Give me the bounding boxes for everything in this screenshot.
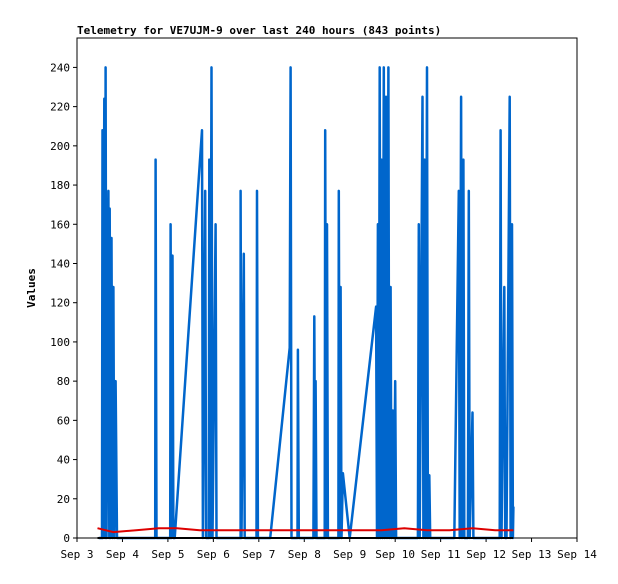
y-tick-label: 220 [50,101,70,114]
series-blue-line [98,66,515,540]
x-tick-label: Sep 13 [512,548,552,561]
x-tick-label: Sep 9 [333,548,366,561]
y-tick-label: 140 [50,257,70,270]
y-axis-ticks: 0 20 40 60 80 100 120 140 160 180 200 220 240 [50,61,77,545]
x-tick-label: Sep 3 [60,548,93,561]
x-tick-label: Sep 12 [466,548,506,561]
y-tick-label: 200 [50,140,70,153]
x-tick-label: Sep 10 [375,548,415,561]
y-tick-label: 0 [63,532,70,545]
y-tick-label: 160 [50,218,70,231]
chart-title: Telemetry for VE7UJM-9 over last 240 hou… [77,24,441,37]
x-tick-label: Sep 14 [557,548,597,561]
y-tick-label: 20 [57,493,70,506]
y-tick-label: 120 [50,297,70,310]
y-axis-label: Values [25,268,38,308]
x-tick-label: Sep 11 [421,548,461,561]
x-tick-label: Sep 8 [288,548,321,561]
y-tick-label: 180 [50,179,70,192]
x-tick-label: Sep 6 [197,548,230,561]
y-tick-label: 60 [57,414,70,427]
y-tick-label: 240 [50,61,70,74]
y-tick-label: 40 [57,454,70,467]
x-tick-label: Sep 5 [151,548,184,561]
x-axis-ticks: Sep 3 Sep 4 Sep 5 Sep 6 Sep 7 Sep 8 Sep 9 Sep 1… [60,538,597,561]
y-tick-label: 100 [50,336,70,349]
x-tick-label: Sep 7 [242,548,275,561]
series-layer [97,66,515,540]
x-tick-label: Sep 4 [106,548,139,561]
y-tick-label: 80 [57,375,70,388]
series-red-line [97,527,514,534]
